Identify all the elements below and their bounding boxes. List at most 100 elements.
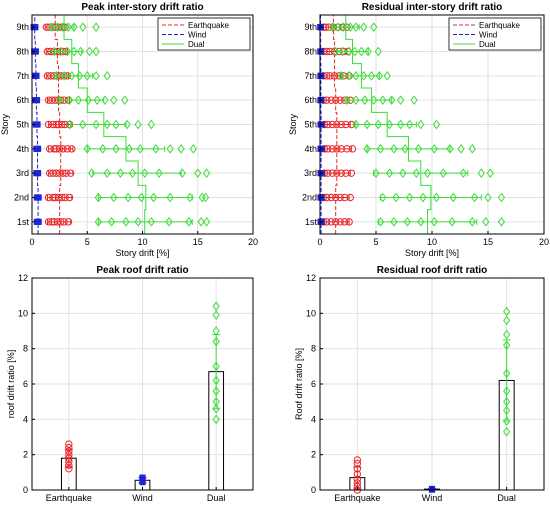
data-point: [414, 143, 423, 154]
data-point: [48, 22, 56, 33]
data-point: [423, 168, 432, 179]
data-point: [92, 119, 100, 130]
data-point: [34, 170, 42, 177]
data-point: [53, 22, 62, 33]
series-dual: [48, 15, 211, 234]
data-point: [468, 143, 476, 154]
data-point: [103, 119, 111, 130]
data-point: [166, 143, 174, 154]
data-point: [412, 168, 420, 179]
data-point: [457, 143, 465, 154]
chart-residual-inter-story-drift: Residual inter-story drift ratio Story d…: [288, 2, 549, 258]
data-point: [439, 168, 447, 179]
data-point: [503, 315, 511, 326]
data-point: [58, 120, 66, 129]
y-tick-label: 2: [23, 450, 28, 460]
data-point: [125, 143, 133, 154]
data-point: [92, 22, 100, 33]
data-point: [339, 22, 348, 33]
data-point: [70, 46, 78, 57]
series-line: [320, 15, 322, 234]
data-point: [55, 145, 64, 153]
data-point: [59, 169, 67, 177]
data-point: [379, 95, 387, 106]
y-tick-label: 1st: [17, 217, 30, 227]
data-point: [147, 119, 155, 130]
data-point: [165, 216, 173, 227]
data-point: [121, 95, 129, 106]
data-point: [212, 375, 220, 386]
x-tick-label: 10: [427, 237, 437, 247]
y-tick-label: 10: [18, 308, 28, 318]
data-point: [497, 192, 506, 203]
data-point: [385, 168, 394, 179]
y-tick-label: 3rd: [16, 168, 29, 178]
data-point: [84, 95, 92, 106]
data-point: [139, 474, 146, 481]
data-point: [52, 70, 60, 81]
x-tick-label: 5: [373, 237, 378, 247]
data-point: [347, 120, 356, 129]
y-tick-label: 6: [23, 379, 28, 389]
x-tick-label: Earthquake: [46, 493, 92, 503]
x-tick-label: 0: [29, 237, 34, 247]
legend-entry: Dual: [188, 40, 205, 49]
data-point: [345, 218, 353, 226]
data-point: [351, 46, 359, 57]
data-point: [448, 216, 456, 227]
data-point: [342, 120, 350, 129]
y-tick-label: 8: [311, 344, 316, 354]
data-point: [352, 22, 360, 33]
data-point: [503, 405, 511, 416]
y-axis-label: roof drift ratio [%]: [6, 350, 16, 419]
data-point: [327, 96, 335, 104]
data-point: [65, 461, 73, 469]
data-point: [417, 216, 425, 227]
data-point: [202, 216, 211, 227]
data-point: [337, 145, 345, 153]
data-point: [63, 46, 71, 57]
data-point: [65, 193, 74, 202]
data-point: [202, 168, 211, 179]
data-point: [212, 301, 220, 312]
data-point: [430, 216, 438, 227]
data-point: [141, 168, 149, 179]
data-point: [65, 465, 73, 473]
data-point: [503, 306, 511, 317]
x-tick-label: 5: [85, 237, 90, 247]
data-point: [212, 310, 220, 320]
data-point: [65, 458, 73, 466]
data-point: [419, 192, 427, 203]
data-point: [337, 70, 345, 81]
data-point: [482, 216, 490, 227]
data-point: [94, 216, 102, 227]
data-point: [332, 46, 340, 57]
data-point: [328, 120, 337, 129]
data-point: [470, 192, 479, 203]
data-point: [44, 218, 53, 226]
x-axis-label: Story drift [%]: [115, 248, 169, 258]
data-point: [83, 143, 91, 154]
data-point: [60, 70, 68, 81]
data-point: [503, 386, 511, 396]
data-point: [363, 143, 371, 154]
data-point: [65, 447, 73, 455]
y-tick-label: 10: [306, 308, 316, 318]
y-tick-label: 8th: [16, 47, 29, 57]
data-point: [66, 169, 75, 177]
data-point: [88, 168, 96, 179]
x-tick-label: 10: [137, 237, 147, 247]
x-axis-label: Story drift [%]: [405, 248, 459, 258]
data-point: [34, 145, 42, 152]
data-point: [124, 192, 132, 203]
data-point: [449, 192, 457, 203]
data-point: [57, 46, 65, 57]
y-tick-label: 9th: [16, 22, 29, 32]
data-point: [343, 145, 351, 153]
series-line: [34, 15, 39, 234]
y-tick-label: 6: [311, 379, 316, 389]
x-tick-label: Dual: [207, 493, 226, 503]
data-point: [212, 336, 220, 347]
data-point: [328, 22, 336, 33]
